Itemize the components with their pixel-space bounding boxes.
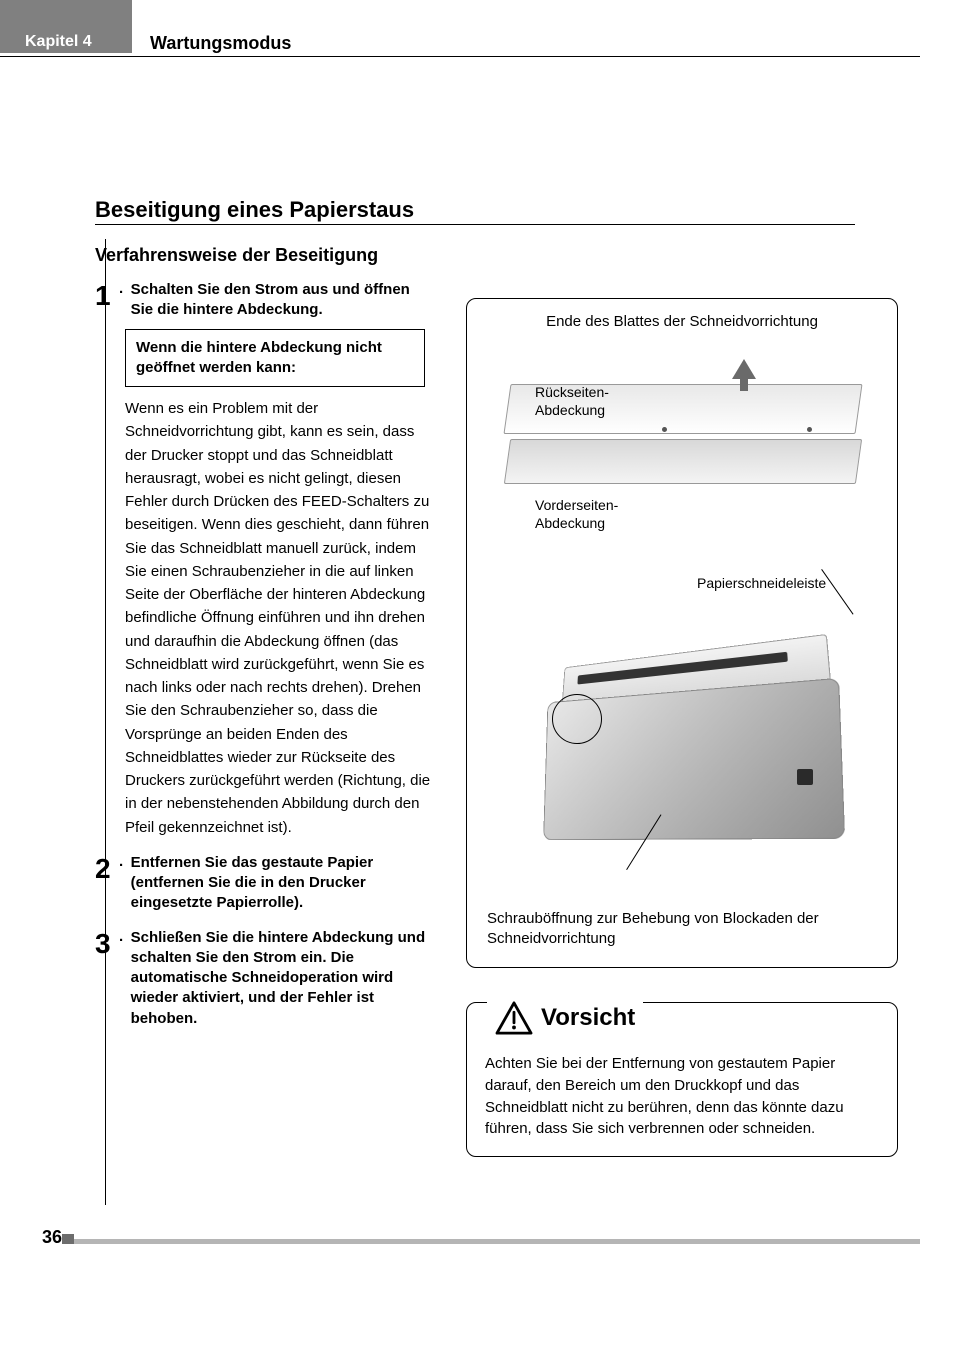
label-front-cover-text: Vorderseiten- Abdeckung — [535, 497, 618, 531]
figure-caption: Schrauböffnung zur Behebung von Blockade… — [487, 909, 879, 950]
section-subtitle: Verfahrensweise der Beseitigung — [95, 245, 378, 266]
page-number: 36 — [42, 1227, 62, 1248]
step-1-text: Schalten Sie den Strom aus und öffnen Si… — [131, 280, 431, 321]
page-title: Beseitigung eines Papierstaus — [95, 197, 414, 223]
step-1: 1. Schalten Sie den Strom aus und öffnen… — [95, 280, 435, 839]
printer-illustration — [507, 619, 859, 899]
front-cover-shape — [504, 439, 862, 484]
footer-notch — [62, 1234, 74, 1244]
arrow-up-icon — [732, 359, 756, 379]
strip-leader-line — [821, 569, 853, 615]
step-2-dot: . — [119, 853, 123, 870]
footer-bar — [62, 1239, 920, 1244]
caution-title: Vorsicht — [541, 1004, 635, 1032]
label-front-cover: Vorderseiten- Abdeckung — [535, 497, 618, 532]
figure-title: Ende des Blattes der Schneidvorrichtung — [467, 313, 897, 330]
warning-icon — [495, 1001, 533, 1035]
caution-box: Vorsicht Achten Sie bei der Entfernung v… — [466, 1002, 898, 1157]
label-rear-cover-text: Rückseiten- Abdeckung — [535, 384, 609, 418]
step-3-number: 3 — [95, 928, 119, 960]
step-1-number: 1 — [95, 280, 119, 312]
header-rule — [0, 56, 920, 57]
step-1-body: Wenn es ein Problem mit der Schneidvorri… — [125, 397, 440, 839]
cover-diagram — [507, 349, 859, 489]
step-2: 2. Entfernen Sie das gestaute Papier (en… — [95, 853, 435, 914]
blade-dot-left — [662, 427, 667, 432]
step-1-dot: . — [119, 280, 123, 297]
step-3-dot: . — [119, 928, 123, 945]
blade-dot-right — [807, 427, 812, 432]
caution-header: Vorsicht — [487, 1001, 643, 1035]
step-3: 3. Schließen Sie die hintere Abdeckung u… — [95, 928, 435, 1029]
screw-hole-highlight — [552, 694, 602, 744]
step-3-text: Schließen Sie die hintere Abdeckung und … — [131, 928, 431, 1029]
h1-rule — [95, 224, 855, 225]
step-1-note: Wenn die hintere Abdeckung nicht geöffne… — [136, 338, 414, 379]
left-column: 1. Schalten Sie den Strom aus und öffnen… — [95, 280, 435, 1043]
label-cutter-strip: Papierschneideleiste — [697, 575, 826, 591]
chapter-label: Kapitel 4 — [25, 33, 92, 51]
label-rear-cover: Rückseiten- Abdeckung — [535, 384, 609, 419]
printer-button-shape — [797, 769, 813, 785]
figure-box: Ende des Blattes der Schneidvorrichtung … — [466, 298, 898, 968]
header-title: Wartungsmodus — [150, 33, 291, 54]
arrow-up-stem — [740, 379, 748, 391]
step-2-number: 2 — [95, 853, 119, 885]
step-1-note-box: Wenn die hintere Abdeckung nicht geöffne… — [125, 329, 425, 388]
step-2-text: Entfernen Sie das gestaute Papier (entfe… — [131, 853, 431, 914]
caution-text: Achten Sie bei der Entfernung von gestau… — [485, 1053, 879, 1140]
